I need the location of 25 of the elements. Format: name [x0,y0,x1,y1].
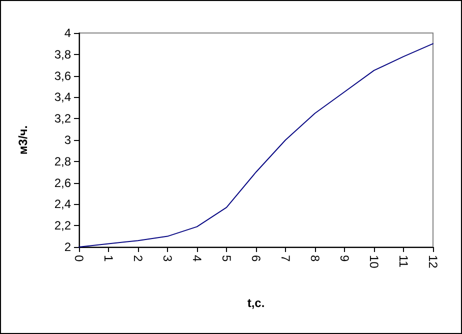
x-tick-label: 5 [220,255,234,262]
y-tick-label: 2,6 [54,176,72,190]
x-tick-label: 7 [278,255,292,262]
x-tick-label: 4 [190,255,204,262]
x-axis-title: t,с. [247,296,265,310]
x-tick-label: 8 [308,255,322,262]
y-tick-label: 3,4 [54,90,72,104]
x-tick-label: 1 [102,255,116,262]
x-tick-label: 12 [426,255,440,269]
x-tick-label: 6 [249,255,263,262]
y-tick-label: 4 [64,26,72,40]
x-tick-label: 10 [367,255,381,269]
x-tick-label: 2 [131,255,145,262]
y-tick-label: 3,2 [54,112,72,126]
y-tick-label: 3,8 [54,47,72,62]
y-tick-label: 2,4 [54,197,72,212]
y-tick-label: 2,8 [54,154,72,168]
x-tick-label: 3 [160,255,174,262]
x-tick-label: 9 [338,255,352,262]
x-tick-label: 11 [396,255,410,268]
x-tick-label: 0 [72,255,86,262]
y-tick-label: 2,2 [54,218,72,233]
y-tick-label: 3,6 [54,68,72,83]
y-axis-title: м3/ч. [16,125,30,155]
y-tick-label: 3 [64,133,72,147]
